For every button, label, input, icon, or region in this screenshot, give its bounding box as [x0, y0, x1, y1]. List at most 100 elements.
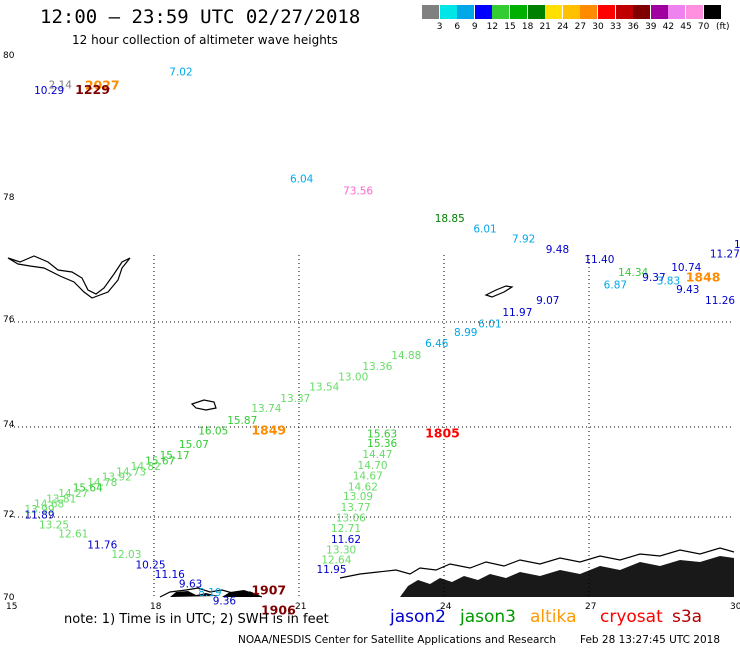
y-tick-label: 78: [3, 193, 15, 203]
wave-height-value: 9.07: [536, 295, 559, 307]
legend-tick-label: 42: [662, 22, 675, 32]
legend-swatch: [474, 5, 492, 19]
x-tick-label: 21: [295, 602, 306, 612]
satellite-label: altika: [530, 607, 577, 627]
wave-height-value: 18.85: [435, 213, 465, 225]
wave-height-value: 11.97: [502, 307, 532, 319]
x-tick-label: 15: [6, 602, 17, 612]
wave-height-value: 9.37: [642, 272, 665, 284]
legend-tick-label: 36: [627, 22, 639, 32]
wave-height-value: 13.37: [280, 393, 310, 405]
legend-swatch: [650, 5, 668, 19]
wave-height-value: 7.02: [169, 66, 192, 78]
wave-height-value: 13.54: [309, 381, 339, 393]
wave-height-value: 12.03: [111, 549, 141, 561]
legend-swatch: [668, 5, 686, 19]
wave-height-value: 8.19: [198, 587, 221, 599]
wave-height-value: 11.27: [710, 248, 740, 260]
wave-height-value: 14.47: [362, 449, 392, 461]
legend-swatch: [615, 5, 633, 19]
wave-height-value: 11.89: [24, 510, 54, 522]
wave-height-value: 11.95: [316, 564, 346, 576]
y-tick-label: 74: [3, 420, 15, 430]
legend-swatch: [703, 5, 721, 19]
legend-tick-label: 24: [557, 22, 569, 32]
wave-height-value: 13.74: [251, 403, 281, 415]
pass-time-label: 1805: [425, 425, 460, 440]
footer-credit: NOAA/NESDIS Center for Satellite Applica…: [238, 634, 556, 646]
wave-height-value: 13.81: [46, 493, 76, 505]
wave-height-value: 7.92: [512, 234, 535, 246]
wave-height-value: 14.68: [34, 499, 64, 511]
legend-tick-label: 70: [697, 22, 710, 32]
wave-height-value: 11.40: [584, 254, 614, 266]
wave-height-value: 15.87: [227, 415, 257, 427]
y-tick-label: 80: [3, 51, 15, 61]
legend-swatch: [686, 5, 703, 19]
legend-tick-label: 9: [471, 22, 478, 32]
wave-height-value: 11.62: [331, 534, 361, 546]
pass-time-label: 1229: [75, 82, 110, 97]
legend-tick-label: 30: [592, 22, 604, 32]
hopen-island: [484, 285, 514, 298]
wave-height-value: 14.34: [618, 267, 648, 279]
wave-height-value: 14.70: [358, 460, 388, 472]
x-tick-label: 24: [440, 602, 452, 612]
wave-height-value: 13.30: [326, 545, 356, 557]
satellite-label: jason3: [460, 607, 516, 627]
wave-height-value: 10.25: [135, 559, 165, 571]
wave-height-value: 6.01: [478, 319, 501, 331]
legend-tick-label: 33: [609, 22, 622, 32]
legend-tick-label: 21: [539, 22, 551, 32]
wave-height-value: 13.77: [341, 502, 371, 514]
wave-height-value: 14.82: [131, 461, 161, 473]
y-tick-label: 70: [3, 593, 15, 603]
wave-height-value: 3.83: [657, 275, 680, 287]
wave-height-value: 9.48: [546, 244, 569, 256]
x-tick-label: 30: [730, 602, 740, 612]
wave-height-value: 16.05: [198, 426, 228, 438]
wave-height-value: 11.76: [87, 539, 117, 551]
wave-height-value: 15.36: [367, 438, 397, 450]
axis-labels: 15 18 21 24 27 30 80 78 76 74 72 70: [3, 51, 740, 612]
wave-height-value: 13.36: [362, 361, 392, 373]
legend-tick-label: 6: [454, 22, 461, 32]
wave-height-value: 14.73: [116, 466, 146, 478]
x-tick-label: 18: [150, 602, 162, 612]
legend-tick-label: 45: [680, 22, 692, 32]
chart-title: 12:00 – 23:59 UTC 02/27/2018: [40, 6, 361, 28]
wave-height-value: 10.74: [671, 262, 701, 274]
wave-height-value: 9.63: [179, 578, 202, 590]
legend-tick-label: 18: [521, 22, 534, 32]
svalbard-coast: [7, 255, 131, 299]
wave-height-value: 10: [734, 239, 740, 251]
wave-height-value: 12.64: [321, 554, 351, 566]
norway-land: [170, 556, 734, 597]
wave-height-value: 8.99: [454, 327, 477, 339]
legend-swatch: [492, 5, 510, 19]
wave-height-value: 9.43: [676, 284, 699, 296]
legend-swatch: [598, 5, 615, 19]
wave-height-value: 15.17: [160, 450, 190, 462]
lat-lon-grid: [10, 255, 732, 597]
wave-height-value: 10.29: [34, 85, 64, 97]
legend-swatch: [545, 5, 563, 19]
pass-time-label: 1907: [251, 582, 286, 597]
wave-height-value: 6.01: [473, 223, 496, 235]
wave-height-value: 15.67: [145, 455, 175, 467]
legend-tick-label: 15: [504, 22, 516, 32]
wave-height-value: 6.04: [290, 174, 314, 186]
y-tick-label: 72: [3, 510, 14, 520]
wave-height-value: 13.25: [39, 519, 69, 531]
wave-height-value: 15.63: [367, 428, 397, 440]
legend-tick-label: 12: [486, 22, 499, 32]
legend-tick-label: 39: [645, 22, 657, 32]
pass-time-label: 1906: [261, 602, 296, 617]
satellite-label: jason2: [390, 607, 446, 627]
legend-swatch: [422, 5, 439, 19]
observation-labels: 7.02 2.14 2027 10.29 1229 6.04 73.56 18.85 6.01 7…: [24, 66, 740, 617]
legend-swatch: [510, 5, 527, 19]
legend-swatch: [562, 5, 580, 19]
legend-swatch: [439, 5, 457, 19]
wave-height-value: 15.07: [179, 439, 209, 451]
